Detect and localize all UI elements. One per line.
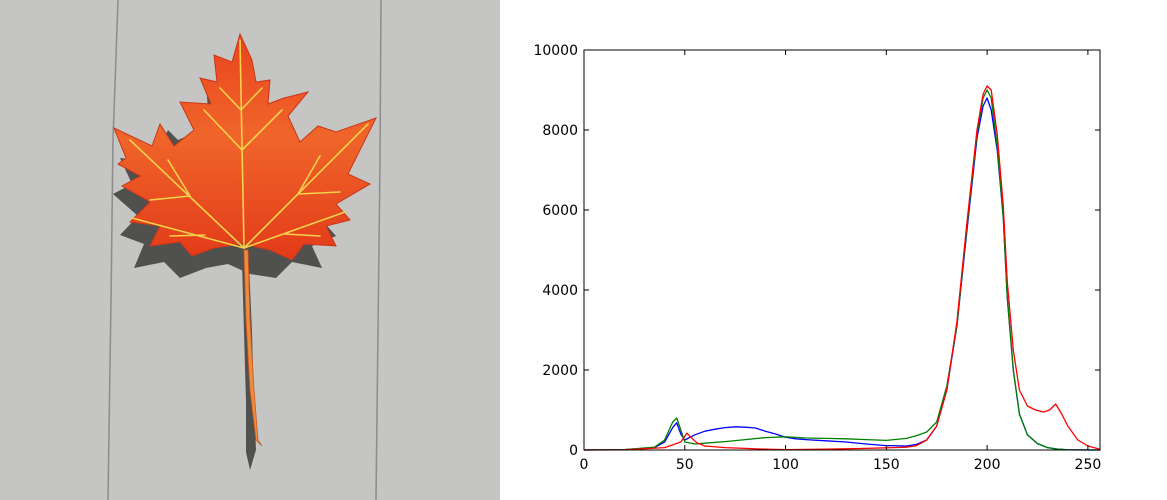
series-layer — [583, 85, 1101, 451]
series-line-2 — [583, 85, 1101, 451]
x-tick-label: 250 — [1075, 457, 1102, 473]
y-axis-ticks: 0 2000 4000 6000 8000 10000 — [533, 43, 1100, 459]
x-tick-label: 200 — [974, 457, 1001, 473]
x-tick-label: 100 — [772, 457, 799, 473]
leaf-stem — [243, 249, 263, 447]
color-histogram-chart: 0 50 100 150 200 250 0 2000 4000 6000 8000 10000 — [533, 43, 1102, 473]
y-tick-label: 4000 — [542, 283, 578, 299]
y-tick-label: 10000 — [533, 43, 578, 59]
y-tick-label: 8000 — [542, 123, 578, 139]
x-axis-ticks: 0 50 100 150 200 250 — [580, 50, 1102, 473]
leaf — [113, 32, 377, 447]
plot-frame — [583, 49, 1101, 451]
x-tick-label: 0 — [580, 457, 589, 473]
y-tick-label: 0 — [569, 443, 578, 459]
plot-area — [583, 49, 1101, 451]
leaf-veins — [129, 39, 369, 249]
y-tick-label: 2000 — [542, 363, 578, 379]
board-seams — [107, 0, 382, 500]
y-tick-label: 6000 — [542, 203, 578, 219]
x-tick-label: 150 — [873, 457, 900, 473]
maple-leaf-photo — [0, 0, 500, 500]
x-tick-label: 50 — [676, 457, 694, 473]
